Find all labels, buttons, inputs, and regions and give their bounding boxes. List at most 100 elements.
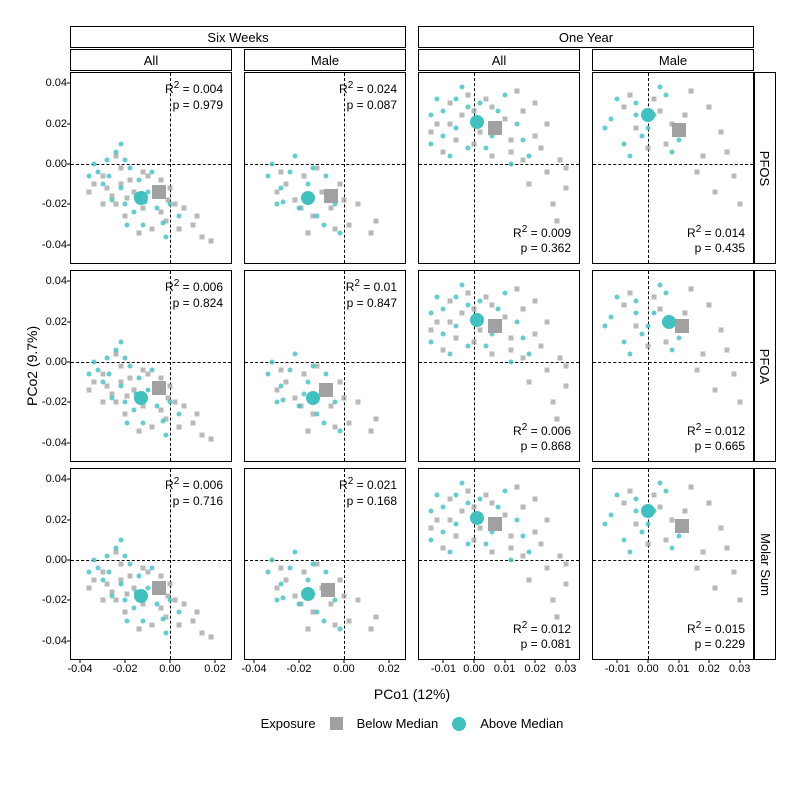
point-below — [279, 368, 284, 373]
panel: R2 = 0.014p = 0.435 — [592, 72, 754, 264]
point-below — [508, 137, 513, 142]
point-above — [123, 553, 128, 558]
point-above — [265, 372, 270, 377]
stats-annotation: R2 = 0.012p = 0.665 — [687, 421, 745, 455]
point-below — [145, 372, 150, 377]
point-above — [520, 137, 525, 142]
point-below — [114, 400, 119, 405]
panel: R2 = 0.01p = 0.847 — [244, 270, 406, 462]
point-above — [127, 363, 132, 368]
legend-circle-icon — [452, 717, 466, 731]
strip-sex: All — [70, 49, 232, 71]
point-below — [664, 537, 669, 542]
point-below — [441, 347, 446, 352]
point-below — [292, 198, 297, 203]
point-above — [337, 428, 342, 433]
ytick-label: -0.04 — [42, 437, 71, 449]
xtick-label: 0.02 — [378, 659, 399, 675]
point-above — [633, 497, 638, 502]
point-below — [465, 291, 470, 296]
point-below — [725, 545, 730, 550]
point-below — [633, 323, 638, 328]
legend-label-below: Below Median — [357, 716, 439, 731]
point-above — [107, 174, 112, 179]
point-below — [551, 202, 556, 207]
point-above — [639, 331, 644, 336]
point-below — [533, 331, 538, 336]
point-below — [545, 517, 550, 522]
point-above — [429, 113, 434, 118]
point-below — [621, 303, 626, 308]
point-below — [301, 570, 306, 575]
point-below — [125, 592, 130, 597]
point-above — [603, 521, 608, 526]
point-above — [603, 125, 608, 130]
point-above — [324, 570, 329, 575]
point-above — [123, 598, 128, 603]
point-below — [283, 182, 288, 187]
point-above — [435, 295, 440, 300]
point-below — [563, 384, 568, 389]
centroid-below — [488, 319, 502, 333]
point-below — [315, 165, 320, 170]
point-above — [87, 372, 92, 377]
stats-annotation: R2 = 0.024p = 0.087 — [339, 79, 397, 113]
point-below — [208, 238, 213, 243]
point-above — [459, 85, 464, 90]
point-below — [279, 170, 284, 175]
stats-annotation: R2 = 0.015p = 0.229 — [687, 619, 745, 653]
point-above — [527, 549, 532, 554]
point-above — [453, 323, 458, 328]
point-above — [435, 493, 440, 498]
point-above — [105, 157, 110, 162]
x-axis-label: PCo1 (12%) — [70, 686, 754, 702]
point-above — [502, 93, 507, 98]
point-below — [100, 372, 105, 377]
point-below — [557, 355, 562, 360]
point-below — [563, 561, 568, 566]
point-above — [87, 174, 92, 179]
point-above — [132, 606, 137, 611]
pcoa-facet-grid: Six WeeksOne YearAllMaleAllMalePFOSPFOAM… — [12, 12, 788, 774]
point-below — [472, 537, 477, 542]
point-below — [527, 380, 532, 385]
point-above — [429, 509, 434, 514]
point-above — [621, 339, 626, 344]
point-above — [118, 582, 123, 587]
point-below — [105, 582, 110, 587]
point-below — [100, 400, 105, 405]
point-below — [563, 582, 568, 587]
point-above — [297, 404, 302, 409]
point-above — [163, 432, 168, 437]
point-below — [279, 566, 284, 571]
point-above — [447, 153, 452, 158]
point-below — [701, 153, 706, 158]
point-below — [195, 214, 200, 219]
point-above — [281, 398, 286, 403]
point-below — [731, 570, 736, 575]
point-above — [154, 602, 159, 607]
panel: R2 = 0.021p = 0.168-0.04-0.020.000.02 — [244, 468, 406, 660]
point-above — [658, 283, 663, 288]
point-above — [627, 153, 632, 158]
point-below — [545, 319, 550, 324]
point-above — [310, 165, 315, 170]
point-below — [337, 578, 342, 583]
point-below — [472, 505, 477, 510]
point-above — [306, 182, 311, 187]
point-above — [315, 412, 320, 417]
point-below — [435, 319, 440, 324]
point-below — [713, 388, 718, 393]
point-above — [118, 186, 123, 191]
point-below — [274, 388, 279, 393]
point-above — [508, 359, 513, 364]
point-below — [168, 186, 173, 191]
point-below — [508, 545, 513, 550]
point-below — [478, 129, 483, 134]
point-above — [527, 351, 532, 356]
point-below — [646, 541, 651, 546]
point-below — [100, 570, 105, 575]
point-below — [208, 436, 213, 441]
point-above — [478, 497, 483, 502]
point-below — [145, 570, 150, 575]
